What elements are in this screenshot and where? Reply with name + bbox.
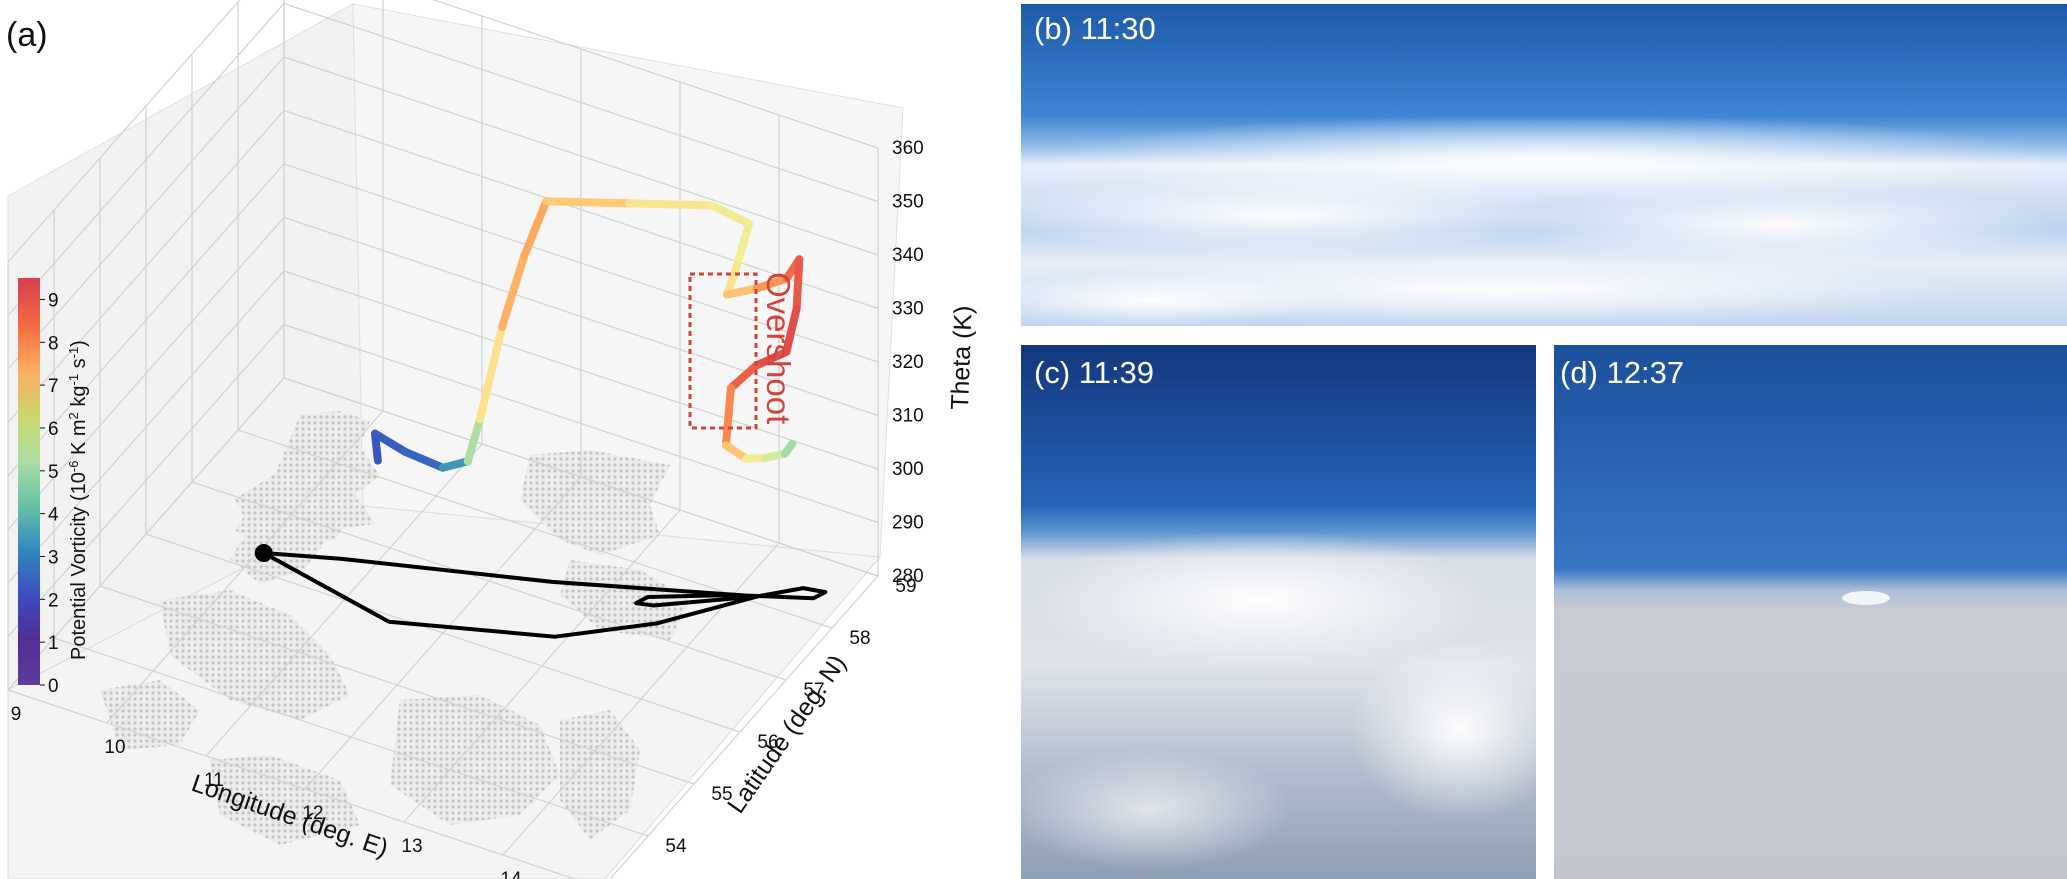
colorbar-ticks: 0 1 2 3 4 5 6 7 8 9 (40, 290, 59, 697)
land-mask (100, 411, 690, 845)
longitude-tick-label: 13 (401, 836, 422, 857)
wall-grid-line (7, 0, 879, 263)
photo-b-label: (b) 11:30 (1034, 11, 1156, 46)
theta-track-series (371, 197, 804, 472)
takeoff-marker (254, 544, 273, 563)
latitude-tick-label: 54 (665, 836, 687, 857)
theta-track-segment (792, 255, 804, 313)
theta-track-segment (401, 447, 447, 472)
theta-track-segment (438, 457, 472, 472)
photo-c: (c) 11:39 (1010, 345, 1570, 879)
colorbar-tick-label: 0 (48, 676, 59, 697)
photo-b: (b) 11:30 (970, 4, 2067, 326)
wall-grid-line (7, 2, 879, 316)
overshoot-annotation: Overshoot (760, 272, 797, 424)
photo-d-label: (d) 12:37 (1560, 355, 1684, 390)
theta-track-segment (371, 429, 410, 456)
ground-track-line (262, 551, 828, 639)
wall-grid-line (7, 163, 879, 477)
theta-track-segment (726, 361, 760, 393)
photo-d: (d) 12:37 (1554, 345, 2067, 879)
theta-tick-label: 330 (892, 299, 924, 320)
floor-grid-line (99, 585, 695, 785)
colorbar-tick-label: 3 (48, 547, 59, 568)
colorbar-tick-label: 8 (48, 333, 59, 354)
panel-a-label: (a) (6, 16, 48, 54)
theta-track-segment (732, 219, 754, 270)
theta-track-segment (721, 384, 735, 450)
theta-ticks: 280 290 300 310 320 330 340 350 360 (892, 138, 924, 587)
longitude-tick-label: 12 (302, 803, 323, 824)
latitude-tick-label: 58 (849, 628, 870, 649)
theta-tick-label: 310 (892, 406, 924, 427)
wall-grid-line (7, 270, 879, 584)
theta-tick-label: 360 (892, 138, 924, 159)
latitude-tick-label: 59 (895, 576, 916, 597)
longitude-tick-label: 9 (11, 704, 22, 725)
theta-track-segment (780, 439, 797, 458)
colorbar-tick-label: 1 (48, 633, 59, 654)
theta-tick-label: 320 (892, 352, 924, 373)
theta-track-segment (752, 274, 791, 293)
colorbar-label: Potential Vorticity (10-6 K m2 kg-1 s-1) (66, 340, 91, 660)
longitude-tick-label: 10 (104, 737, 125, 758)
wall-grid-line (7, 56, 879, 370)
latitude-ticks: 54 55 56 57 58 59 (665, 576, 916, 857)
theta-track-segment (723, 284, 761, 299)
floor-grid-line (145, 533, 741, 733)
grid-lines (7, 0, 879, 879)
theta-track-segment (498, 252, 529, 331)
theta-axis-label: Theta (K) (946, 305, 978, 410)
theta-track-segment (752, 347, 791, 370)
colorbar-tick-label: 2 (48, 590, 59, 611)
theta-tick-label: 340 (892, 245, 924, 266)
wall-grid-line (7, 377, 879, 691)
wall-grid-line (7, 216, 879, 530)
theta-track-segment (520, 197, 551, 261)
floor-grid-line (53, 637, 649, 837)
theta-tick-label: 350 (892, 192, 924, 213)
theta-track-segment (782, 304, 801, 356)
theta-tick-label: 300 (892, 459, 924, 480)
colorbar-tick-label: 9 (48, 290, 59, 311)
latitude-tick-label: 55 (711, 784, 732, 805)
theta-track-segment (476, 323, 507, 424)
longitude-ticks: 9 10 11 12 13 14 (11, 704, 522, 879)
wall-grid-line (7, 109, 879, 423)
theta-tick-label: 280 (892, 566, 924, 587)
colorbar (18, 278, 40, 685)
longitude-tick-label: 14 (500, 869, 522, 879)
latitude-tick-label: 56 (757, 732, 778, 753)
latitude-tick-label: 57 (803, 680, 824, 701)
wall-grid-line (7, 323, 879, 637)
theta-track-segment (721, 441, 751, 463)
floor-grid-line (7, 689, 577, 879)
theta-track-segment (463, 415, 484, 466)
colorbar-tick-label: 5 (48, 462, 59, 483)
theta-track-segment (723, 261, 741, 299)
colorbar-tick-label: 7 (48, 376, 59, 397)
overshoot-box (688, 272, 758, 430)
ground-track-series (254, 544, 828, 639)
colorbar-tick-label: 6 (48, 419, 59, 440)
photo-c-label: (c) 11:39 (1034, 355, 1154, 390)
colorbar-tick-label: 4 (48, 505, 59, 526)
theta-track-segment (708, 201, 754, 228)
theta-track-segment (625, 199, 717, 210)
longitude-tick-label: 11 (204, 770, 224, 791)
theta-track-segment (542, 197, 634, 208)
theta-tick-label: 290 (892, 513, 924, 534)
floor-grid-line (191, 481, 787, 681)
